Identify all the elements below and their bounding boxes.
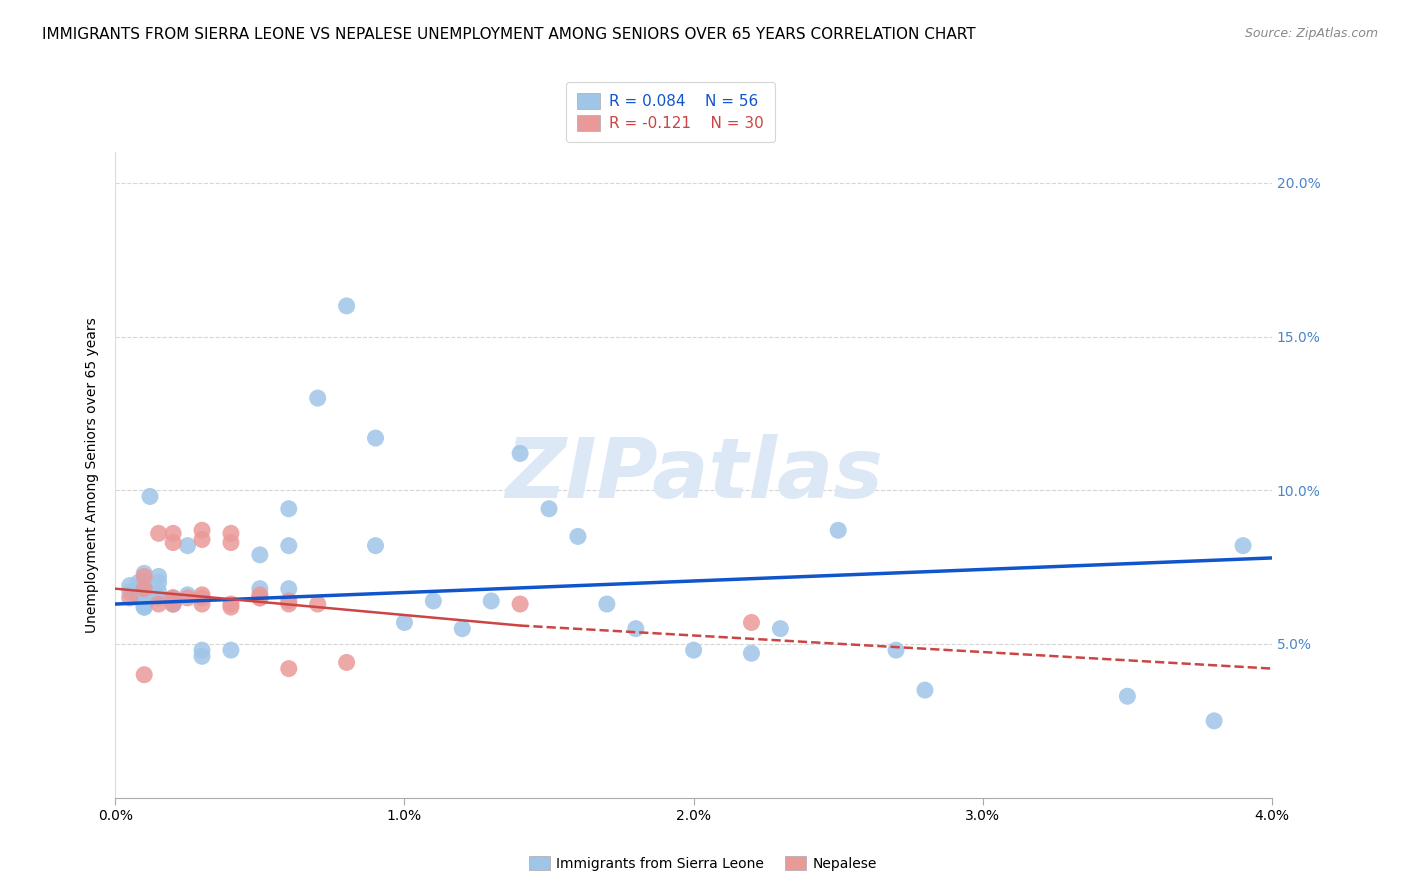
Point [307,597,329,611]
Point [162,591,184,605]
Point [176,539,198,553]
Point [219,600,242,615]
Point [191,597,214,611]
Point [162,591,184,605]
Point [219,526,242,541]
Point [249,591,271,605]
Y-axis label: Unemployment Among Seniors over 65 years: Unemployment Among Seniors over 65 years [86,317,100,632]
Point [249,588,271,602]
Point [162,594,184,608]
Point [118,591,141,605]
Point [191,643,214,657]
Point [740,646,762,660]
Point [1204,714,1226,728]
Point [567,529,589,543]
Point [134,597,156,611]
Point [118,584,141,599]
Point [277,597,299,611]
Point [134,575,156,590]
Point [134,582,156,596]
Point [127,575,149,590]
Point [884,643,907,657]
Point [249,548,271,562]
Point [336,299,359,313]
Point [191,649,214,664]
Point [176,588,198,602]
Point [191,523,214,537]
Point [422,594,444,608]
Point [191,591,214,605]
Point [162,591,184,605]
Point [914,683,936,698]
Point [134,600,156,615]
Point [134,600,156,615]
Point [479,594,502,608]
Point [134,591,156,605]
Point [682,643,704,657]
Point [139,490,162,504]
Point [127,591,149,605]
Point [1232,539,1254,553]
Point [364,539,387,553]
Point [219,597,242,611]
Point [624,622,647,636]
Point [148,597,170,611]
Point [162,535,184,549]
Point [307,391,329,405]
Text: Source: ZipAtlas.com: Source: ZipAtlas.com [1244,27,1378,40]
Legend: R = 0.084    N = 56, R = -0.121    N = 30: R = 0.084 N = 56, R = -0.121 N = 30 [567,82,775,142]
Point [277,501,299,516]
Point [1116,690,1139,704]
Point [451,622,474,636]
Point [162,597,184,611]
Point [277,539,299,553]
Point [219,643,242,657]
Point [134,566,156,581]
Point [148,575,170,590]
Point [596,597,619,611]
Text: ZIPatlas: ZIPatlas [505,434,883,516]
Point [148,526,170,541]
Point [176,591,198,605]
Text: IMMIGRANTS FROM SIERRA LEONE VS NEPALESE UNEMPLOYMENT AMONG SENIORS OVER 65 YEAR: IMMIGRANTS FROM SIERRA LEONE VS NEPALESE… [42,27,976,42]
Point [364,431,387,445]
Point [336,656,359,670]
Point [249,582,271,596]
Point [134,597,156,611]
Point [277,662,299,676]
Point [537,501,560,516]
Point [127,582,149,596]
Point [394,615,416,630]
Point [162,597,184,611]
Point [148,584,170,599]
Point [740,615,762,630]
Legend: Immigrants from Sierra Leone, Nepalese: Immigrants from Sierra Leone, Nepalese [523,850,883,876]
Point [277,594,299,608]
Point [162,594,184,608]
Point [118,578,141,592]
Point [769,622,792,636]
Point [277,582,299,596]
Point [219,535,242,549]
Point [191,533,214,547]
Point [134,582,156,596]
Point [162,526,184,541]
Point [509,446,531,460]
Point [134,667,156,681]
Point [148,569,170,583]
Point [191,588,214,602]
Point [509,597,531,611]
Point [134,569,156,583]
Point [148,591,170,605]
Point [162,597,184,611]
Point [249,591,271,605]
Point [827,523,849,537]
